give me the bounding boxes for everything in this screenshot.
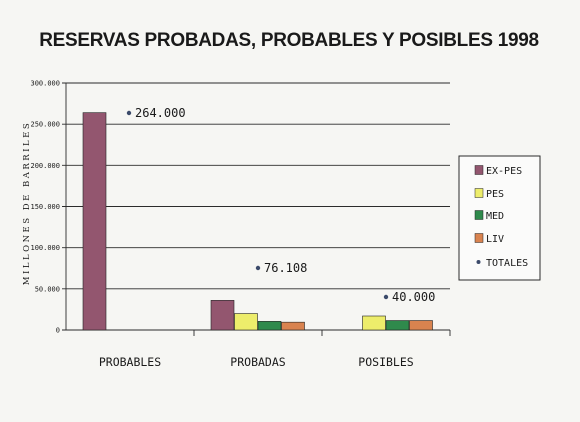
total-label: 40.000 xyxy=(392,290,435,304)
legend-box xyxy=(458,155,541,281)
y-tick-label: 300.000 xyxy=(30,80,60,88)
y-tick-label: 100.000 xyxy=(30,244,60,252)
category-label: POSIBLES xyxy=(358,355,413,369)
legend: EX-PES PES MED LIV TOTALES xyxy=(458,155,541,281)
bar xyxy=(385,320,410,331)
total-marker xyxy=(383,294,389,300)
y-tick-label: 0 xyxy=(56,327,60,335)
bar xyxy=(257,321,282,331)
y-tick-labels: 0 50.000 100.000 150.000 200.000 250.000 300.0… xyxy=(30,80,60,335)
total-marker xyxy=(126,110,132,116)
legend-label: MED xyxy=(486,211,504,222)
y-tick-label: 250.000 xyxy=(30,121,60,129)
y-tick-label: 200.000 xyxy=(30,162,60,170)
legend-swatch xyxy=(474,210,484,220)
legend-label: EX-PES xyxy=(486,166,522,177)
y-tick-label: 150.000 xyxy=(30,203,60,211)
bar xyxy=(362,315,386,331)
y-tick-label: 50.000 xyxy=(35,285,60,293)
bars xyxy=(82,112,433,331)
bar xyxy=(82,112,107,331)
legend-swatch xyxy=(474,188,484,198)
chart-title: RESERVAS PROBADAS, PROBABLES Y POSIBLES … xyxy=(39,30,539,51)
legend-marker xyxy=(476,260,481,264)
total-label: 264.000 xyxy=(135,106,186,120)
bar xyxy=(234,313,258,331)
y-axis-label: MILLONES DE BARRILES xyxy=(22,121,32,285)
total-marker xyxy=(255,265,261,271)
legend-swatch xyxy=(474,233,484,243)
category-labels: PROBABLES PROBADAS POSIBLES xyxy=(99,355,414,369)
legend-label: LIV xyxy=(486,234,504,245)
legend-swatch xyxy=(474,165,484,175)
bar xyxy=(210,300,235,331)
total-label: 76.108 xyxy=(264,261,307,275)
total-annotations: 264.000 76.108 40.000 xyxy=(126,106,435,304)
legend-label: TOTALES xyxy=(486,258,528,269)
legend-label: PES xyxy=(486,189,504,200)
category-label: PROBADAS xyxy=(230,355,285,369)
bar xyxy=(409,320,433,331)
category-label: PROBABLES xyxy=(99,355,161,369)
bar xyxy=(281,321,305,331)
